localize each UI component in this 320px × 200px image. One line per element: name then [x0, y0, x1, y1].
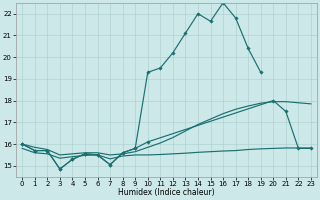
X-axis label: Humidex (Indice chaleur): Humidex (Indice chaleur)	[118, 188, 215, 197]
